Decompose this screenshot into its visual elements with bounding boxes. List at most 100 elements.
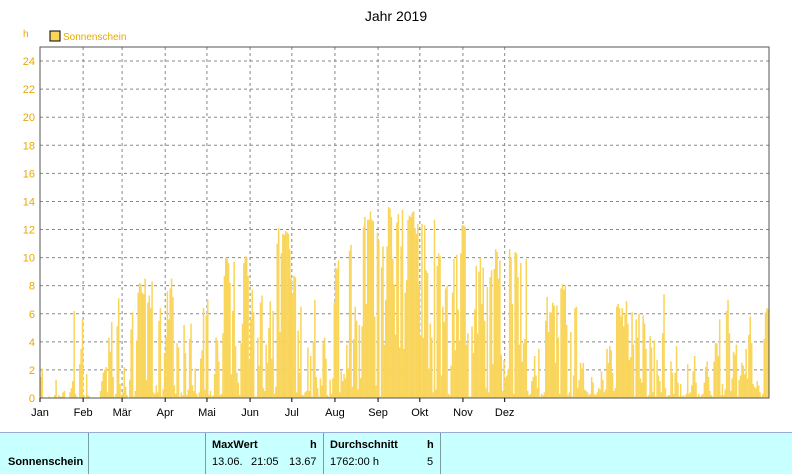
bar <box>344 378 347 398</box>
bar <box>709 390 711 398</box>
bar <box>599 389 601 398</box>
bar <box>439 256 441 398</box>
bar <box>154 393 156 398</box>
bar <box>312 341 315 398</box>
bar <box>531 381 533 398</box>
bar <box>426 273 429 398</box>
bar <box>668 395 671 398</box>
bar <box>734 354 736 398</box>
chart-title: Jahr 2019 <box>365 8 427 24</box>
bar <box>177 347 180 398</box>
max-time: 21:05 <box>251 456 279 468</box>
bar <box>750 343 753 398</box>
summary-table: Sonnenschein MaxWert h 13.06. 21:05 13.6… <box>0 432 792 474</box>
bar <box>105 367 107 398</box>
bar <box>265 344 267 398</box>
bar <box>251 289 254 398</box>
bar <box>307 347 309 398</box>
x-tick-label: Feb <box>74 407 93 419</box>
bar <box>85 374 88 398</box>
bar <box>519 263 522 398</box>
bar <box>400 246 402 398</box>
bar <box>417 223 419 398</box>
bar <box>489 277 491 398</box>
bar <box>536 388 539 398</box>
bar <box>507 369 509 398</box>
bar <box>471 326 473 398</box>
bar <box>727 299 729 398</box>
bar <box>717 355 720 398</box>
bar <box>273 393 276 398</box>
bar <box>135 340 138 398</box>
bar <box>458 340 461 398</box>
bar <box>667 395 669 398</box>
bar <box>766 308 768 398</box>
avg-header: Durchschnitt <box>330 439 398 451</box>
bar <box>295 392 298 398</box>
y-tick-label: 20 <box>23 112 35 124</box>
bar <box>204 389 206 398</box>
bar <box>493 268 496 398</box>
row-label-cell: Sonnenschein <box>0 433 89 474</box>
bar <box>252 312 255 398</box>
bar <box>607 362 610 398</box>
avg-unit: h <box>427 439 434 451</box>
bar <box>436 266 439 398</box>
bar <box>718 319 721 398</box>
bar <box>545 320 547 398</box>
bar <box>102 372 105 398</box>
bar <box>369 211 372 398</box>
bar <box>635 319 637 398</box>
bar <box>653 340 656 398</box>
y-tick-label: 10 <box>23 253 35 265</box>
bar <box>634 396 636 398</box>
bar <box>188 339 191 398</box>
bar <box>58 395 60 398</box>
bar <box>444 288 447 398</box>
bar <box>99 390 102 398</box>
bar <box>610 350 612 398</box>
bar <box>755 388 757 398</box>
bar <box>80 348 82 398</box>
bar <box>55 379 57 398</box>
bar <box>293 275 295 398</box>
bar <box>341 381 344 398</box>
bar <box>593 393 596 398</box>
bar <box>81 319 84 398</box>
bar <box>41 368 43 398</box>
bar <box>287 233 290 398</box>
bar <box>141 292 144 398</box>
bar <box>437 253 440 398</box>
y-tick-label: 0 <box>29 393 35 405</box>
bar <box>76 396 78 398</box>
bar <box>241 323 244 398</box>
bar <box>699 396 701 398</box>
bar <box>731 378 733 398</box>
bar <box>126 395 128 398</box>
bar <box>419 336 422 398</box>
bar <box>151 281 153 398</box>
x-tick-label: Nov <box>453 407 473 419</box>
bar <box>724 389 727 398</box>
bar <box>560 288 562 398</box>
bar <box>394 334 397 398</box>
bar <box>602 379 604 398</box>
bar <box>657 375 660 398</box>
bar <box>646 396 649 398</box>
bar <box>543 392 546 398</box>
bar <box>226 259 228 398</box>
bar <box>641 382 643 398</box>
bar <box>564 285 567 398</box>
bar <box>298 372 301 398</box>
avg-value: 5 <box>427 456 434 468</box>
bar <box>378 240 380 398</box>
bar <box>410 216 412 398</box>
bar <box>721 383 724 398</box>
x-tick-label: Jul <box>285 407 299 419</box>
bar <box>334 267 337 398</box>
bar <box>380 267 383 398</box>
bar <box>383 344 386 398</box>
bar <box>497 278 500 398</box>
bar <box>613 390 615 398</box>
bar <box>455 254 458 398</box>
